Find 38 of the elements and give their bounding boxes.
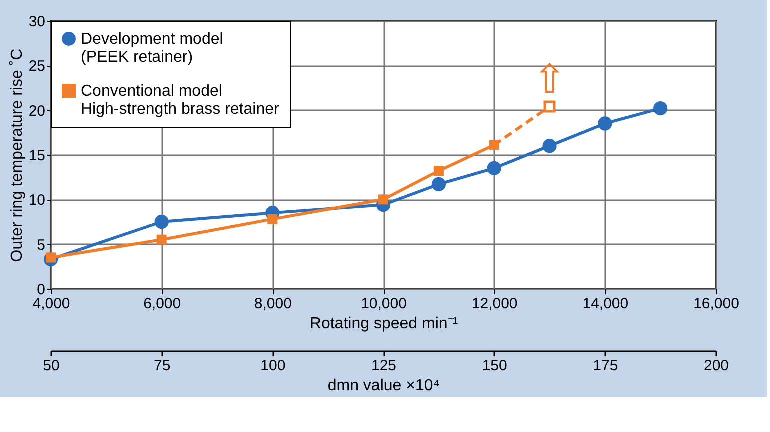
x2-tick-label: 175 (593, 358, 618, 374)
point (268, 214, 278, 224)
x-axis-title: Rotating speed min⁻¹ (310, 316, 458, 332)
point (432, 177, 446, 192)
y-tick-label: 15 (28, 148, 46, 164)
x2-tick-label: 125 (371, 358, 397, 374)
annotation: ⇧ (532, 56, 567, 103)
y-tick-label: 20 (28, 102, 46, 120)
point (544, 100, 556, 113)
x2-tick-label: 50 (43, 358, 60, 374)
point (598, 116, 612, 131)
x2-tick-label: 75 (154, 358, 171, 374)
point (654, 101, 668, 116)
legend-label: Conventional model High-strength brass retainer (81, 83, 280, 118)
point (156, 234, 167, 245)
y-tick-label: 30 (28, 14, 46, 30)
x-tick-label: 10,000 (361, 296, 407, 312)
y-tick-label: 25 (28, 58, 46, 76)
x2-tick-label: 150 (482, 358, 508, 374)
point (154, 214, 169, 230)
point (434, 166, 444, 176)
x-tick-label: 6,000 (144, 296, 182, 312)
x-tick-label: 14,000 (582, 296, 629, 312)
x-tick-label: 8,000 (254, 296, 292, 312)
x2-tick-label: 100 (260, 358, 286, 374)
x-tick-label: 16,000 (694, 296, 740, 312)
point (542, 139, 557, 154)
point (487, 161, 502, 176)
x2-axis-title: dmn value ×10⁴ (328, 378, 440, 394)
x2-tick-label: 200 (704, 358, 730, 374)
x-tick-label: 12,000 (472, 296, 518, 312)
x-tick-label: 4,000 (32, 296, 70, 312)
legend-label: Development model (PEEK retainer) (81, 31, 224, 66)
y-axis-title: Outer ring temperature rise ˚C (8, 48, 26, 262)
y-tick-label: 0 (37, 282, 46, 298)
y-tick-label: 10 (28, 192, 46, 210)
y-tick-label: 5 (37, 236, 46, 254)
point (378, 194, 388, 205)
